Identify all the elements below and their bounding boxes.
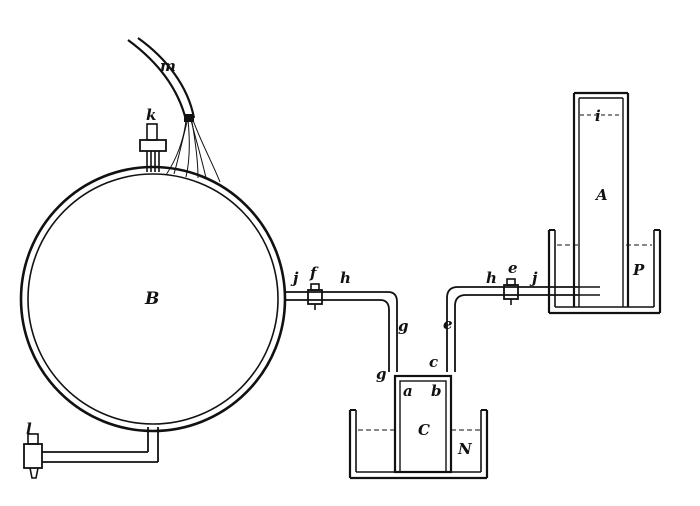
tube-A-in-vessel-P	[547, 91, 662, 315]
top-valve-k	[139, 123, 167, 172]
label-l: l	[26, 420, 32, 438]
label-A: A	[594, 186, 608, 204]
label-i: i	[595, 107, 601, 125]
label-e-valve: e	[508, 259, 518, 277]
label-c-pipe: c	[429, 353, 438, 371]
pipe-right-e-h	[446, 278, 578, 372]
label-C: C	[418, 421, 430, 439]
label-g-low: g	[376, 365, 387, 383]
bell-C-in-vessel-N	[348, 374, 489, 480]
label-h-right: h	[486, 269, 497, 287]
label-j-left: j	[290, 269, 299, 287]
label-e-pipe: e	[443, 315, 453, 333]
flexible-tube-m	[127, 37, 221, 183]
label-N: N	[457, 440, 473, 458]
label-g-pipe: g	[398, 317, 409, 335]
bottom-outlet-l	[23, 427, 159, 479]
label-m: m	[160, 57, 176, 75]
pipe-left-h-g	[285, 283, 398, 372]
label-b: b	[431, 382, 442, 400]
label-h-left: h	[340, 269, 351, 287]
label-k-top: k	[146, 106, 156, 124]
label-f: f	[309, 264, 319, 282]
label-P: P	[632, 261, 645, 279]
label-a: a	[403, 382, 413, 400]
label-j-right: j	[529, 269, 538, 287]
label-B: B	[144, 289, 159, 309]
sphere-B	[19, 165, 287, 433]
